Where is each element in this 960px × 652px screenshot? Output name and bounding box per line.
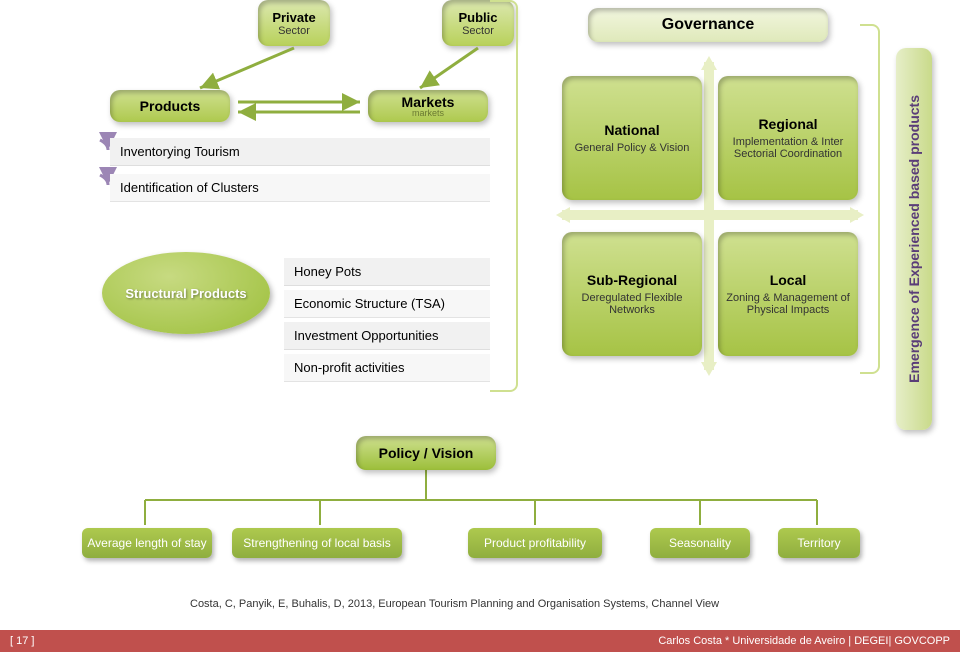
lbl: Territory bbox=[797, 536, 840, 550]
lbl: National bbox=[604, 122, 659, 138]
lbl: Policy / Vision bbox=[379, 445, 474, 461]
lbl: Emergence of Experienced based products bbox=[906, 95, 922, 383]
lbl: Strengthening of local basis bbox=[243, 536, 390, 550]
footer-right: Carlos Costa * Universidade de Aveiro | … bbox=[658, 635, 950, 647]
lbl: Seasonality bbox=[669, 536, 731, 550]
row-nonprofit: Non-profit activities bbox=[284, 354, 490, 382]
lbl: Sub-Regional bbox=[587, 272, 677, 288]
node-regional: Regional Implementation & Inter Sectoria… bbox=[718, 76, 858, 200]
row-honey: Honey Pots bbox=[284, 258, 490, 286]
bracket-left bbox=[490, 0, 518, 392]
lbl: Regional bbox=[758, 116, 817, 132]
node-policy: Policy / Vision bbox=[356, 436, 496, 470]
node-products: Products bbox=[110, 90, 230, 122]
node-governance: Governance bbox=[588, 8, 828, 42]
row-invest: Investment Opportunities bbox=[284, 322, 490, 350]
ellipse-structural: Structural Products bbox=[102, 252, 270, 334]
node-subregional: Sub-Regional Deregulated Flexible Networ… bbox=[562, 232, 702, 356]
node-markets: Markets markets bbox=[368, 90, 488, 122]
footer-bar: [ 17 ] Carlos Costa * Universidade de Av… bbox=[0, 630, 960, 652]
lbl: Investment Opportunities bbox=[294, 328, 439, 343]
lbl: Economic Structure (TSA) bbox=[294, 296, 445, 311]
lbl: Governance bbox=[662, 16, 754, 34]
lbl: Sector bbox=[278, 25, 310, 37]
lbl: Private bbox=[272, 10, 315, 25]
bottom-profit: Product profitability bbox=[468, 528, 602, 558]
lbl: Local bbox=[770, 272, 807, 288]
bottom-strength: Strengthening of local basis bbox=[232, 528, 402, 558]
lbl: Average length of stay bbox=[87, 536, 206, 550]
lbl: General Policy & Vision bbox=[567, 142, 698, 154]
node-local: Local Zoning & Management of Physical Im… bbox=[718, 232, 858, 356]
lbl: Implementation & Inter Sectorial Coordin… bbox=[718, 136, 858, 160]
lbl: Honey Pots bbox=[294, 264, 361, 279]
lbl: Non-profit activities bbox=[294, 360, 405, 375]
bottom-avg: Average length of stay bbox=[82, 528, 212, 558]
sidebar-emergence: Emergence of Experienced based products bbox=[896, 48, 932, 430]
node-national: National General Policy & Vision bbox=[562, 76, 702, 200]
row-inventory: Inventorying Tourism bbox=[110, 138, 490, 166]
footer-left: [ 17 ] bbox=[10, 635, 34, 647]
lbl: Inventorying Tourism bbox=[120, 144, 240, 159]
citation: Costa, C, Panyik, E, Buhalis, D, 2013, E… bbox=[190, 598, 719, 610]
lbl: Zoning & Management of Physical Impacts bbox=[718, 292, 858, 316]
lbl: Product profitability bbox=[484, 536, 586, 550]
node-private-sector: Private Sector bbox=[258, 0, 330, 46]
lbl: Structural Products bbox=[125, 286, 246, 301]
bottom-territory: Territory bbox=[778, 528, 860, 558]
bottom-season: Seasonality bbox=[650, 528, 750, 558]
row-tsa: Economic Structure (TSA) bbox=[284, 290, 490, 318]
lbl: Products bbox=[140, 98, 201, 114]
lbl: Deregulated Flexible Networks bbox=[562, 292, 702, 316]
shadow-text: markets bbox=[412, 108, 444, 118]
bracket-grid bbox=[860, 24, 880, 374]
lbl: Identification of Clusters bbox=[120, 180, 259, 195]
row-clusters: Identification of Clusters bbox=[110, 174, 490, 202]
